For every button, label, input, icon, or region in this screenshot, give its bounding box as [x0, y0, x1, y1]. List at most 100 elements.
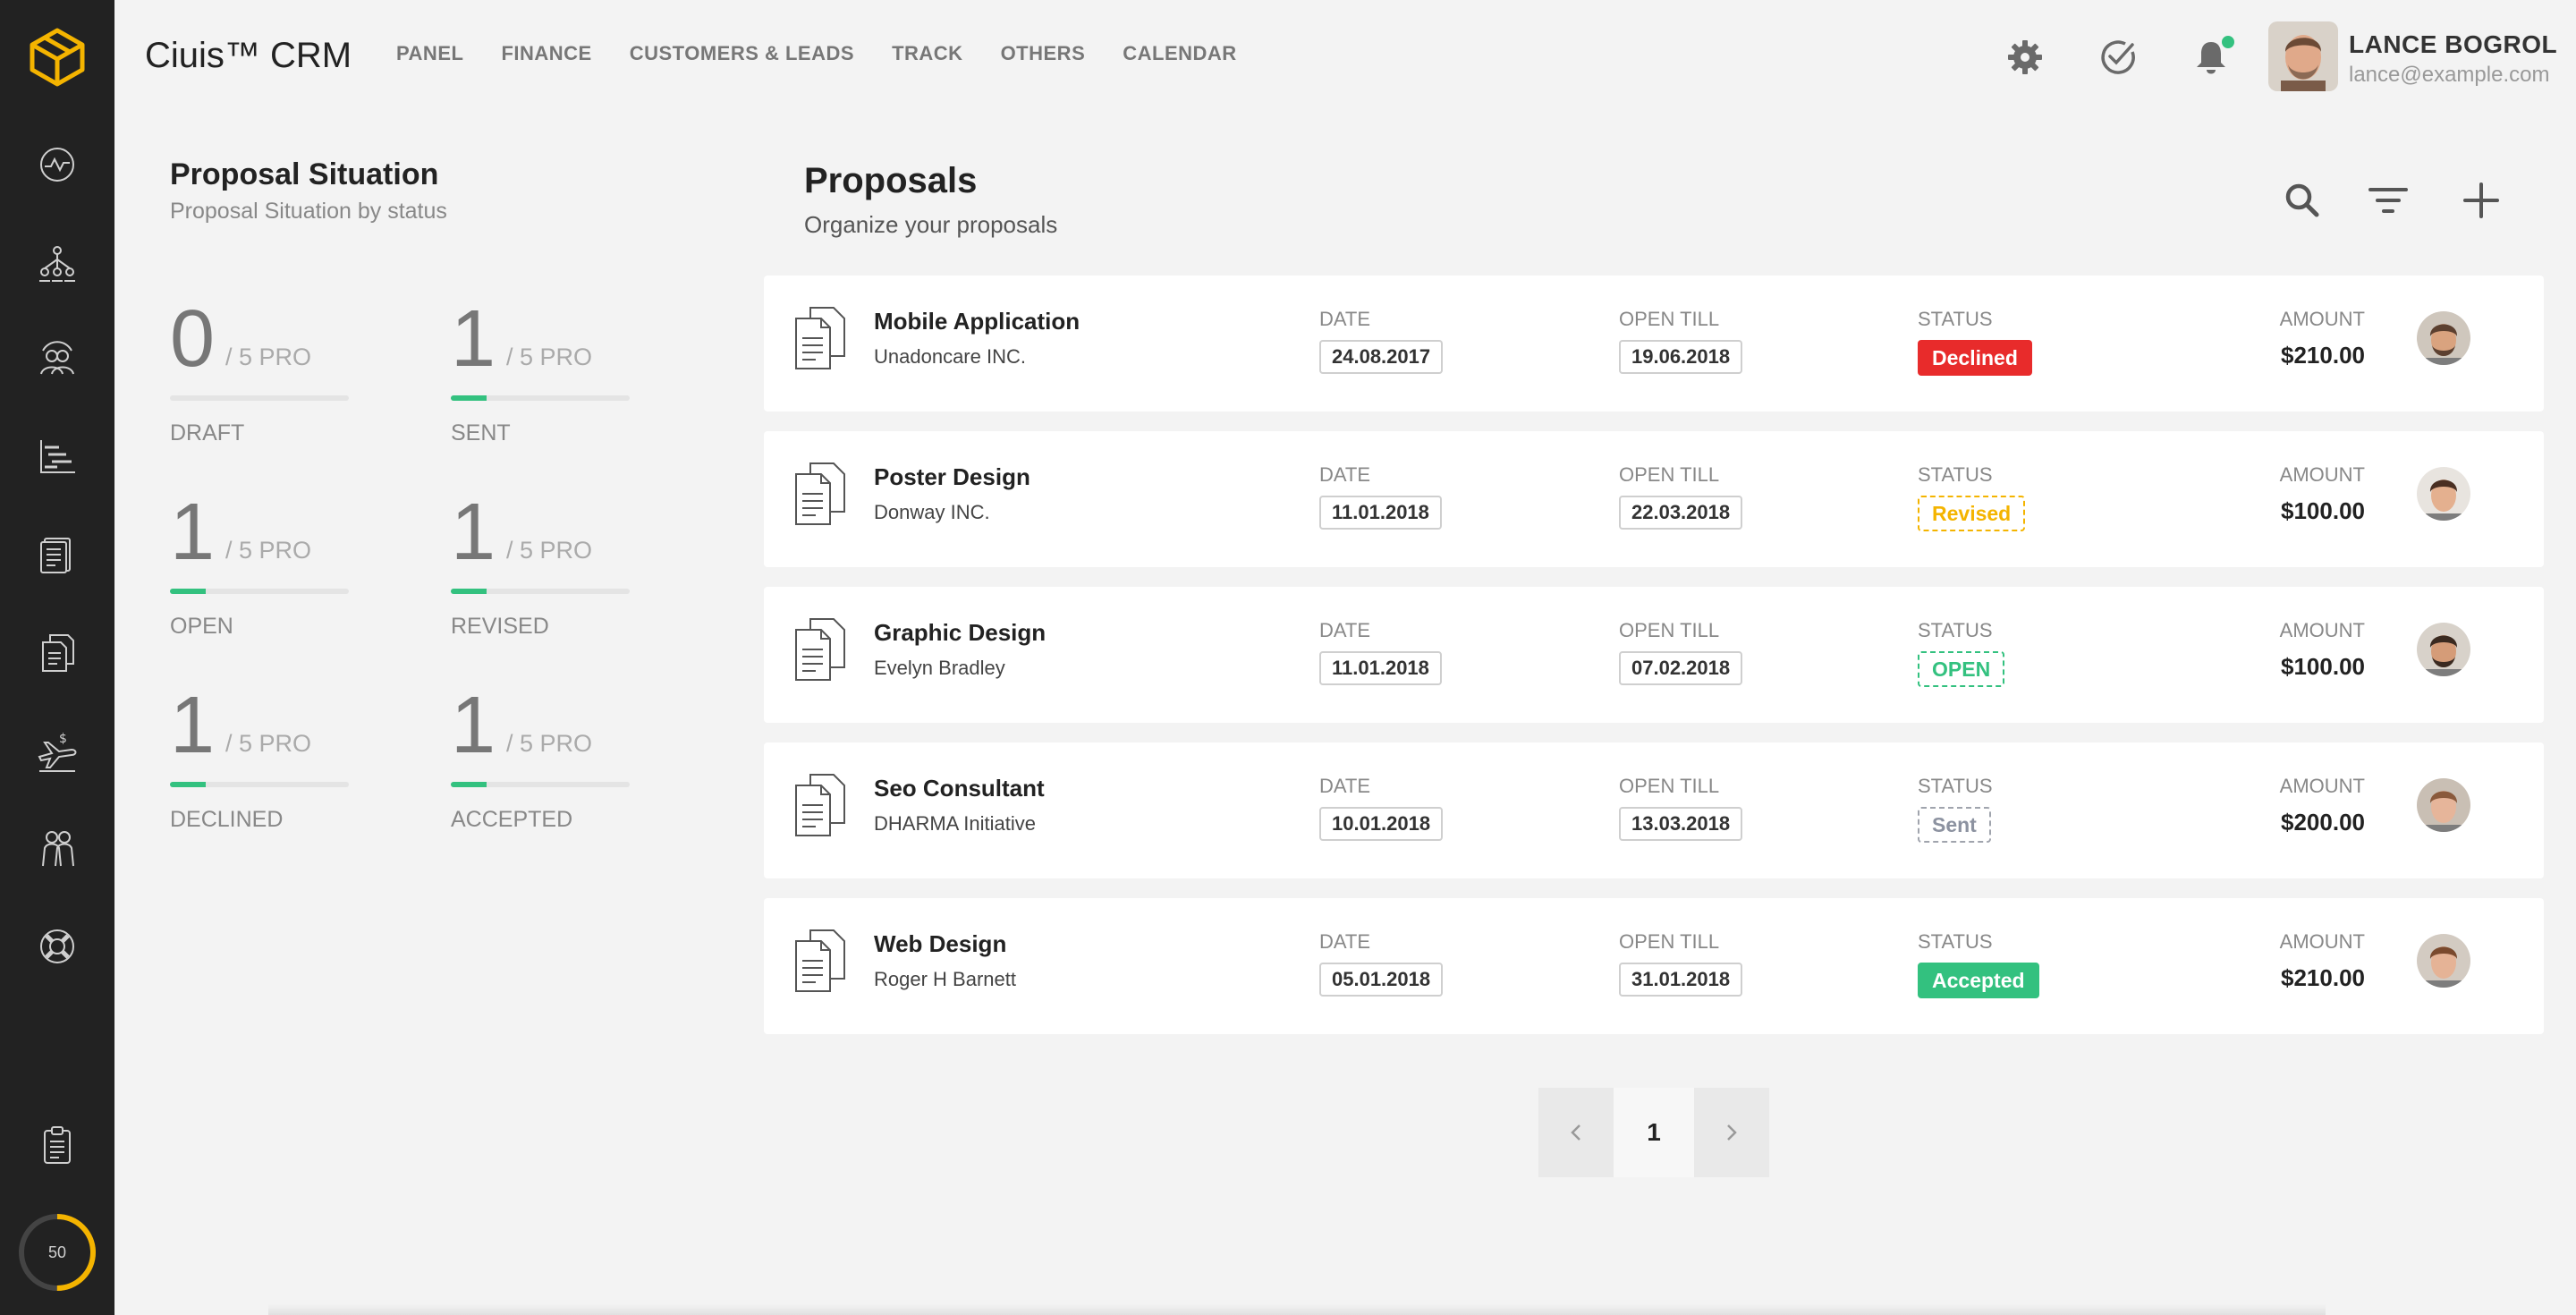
stat-sent: 1 / 5 PRO SENT [451, 299, 630, 460]
sidebar-item-expenses[interactable]: $ [29, 723, 86, 780]
status-label: STATUS [1918, 308, 1993, 330]
customers-icon [40, 341, 74, 375]
filter-button[interactable] [2363, 175, 2413, 225]
proposal-card[interactable]: Graphic Design Evelyn Bradley DATE 11.01… [764, 587, 2544, 723]
bell-icon [2197, 42, 2225, 74]
open-till-label: OPEN TILL [1619, 930, 1720, 953]
open-till-label: OPEN TILL [1619, 775, 1720, 797]
stat-progress [451, 589, 630, 594]
stat-accepted: 1 / 5 PRO ACCEPTED [451, 685, 630, 846]
stat-progress [451, 782, 630, 787]
assignee-avatar[interactable] [2417, 934, 2470, 988]
proposal-card[interactable]: Poster Design Donway INC. DATE 11.01.201… [764, 431, 2544, 567]
sidebar-item-invoices[interactable] [29, 526, 86, 583]
notifications-button[interactable] [2188, 34, 2234, 81]
sidebar: $ 50 [0, 0, 114, 1315]
app-title: Ciuis™ CRM [145, 36, 352, 75]
user-avatar[interactable] [2268, 21, 2338, 91]
settings-button[interactable] [2002, 34, 2048, 81]
nav-others[interactable]: OTHERS [1000, 42, 1086, 64]
proposal-open-till: 13.03.2018 [1619, 807, 1743, 841]
proposal-date: 05.01.2018 [1319, 963, 1444, 997]
document-icon [795, 462, 845, 525]
stat-progress [170, 782, 349, 787]
filter-icon [2368, 188, 2408, 213]
user-name: LANCE BOGROL [2349, 30, 2558, 58]
proposal-card[interactable]: Web Design Roger H Barnett DATE 05.01.20… [764, 898, 2544, 1034]
stat-progress-fill [170, 589, 206, 594]
proposal-card[interactable]: Seo Consultant DHARMA Initiative DATE 10… [764, 742, 2544, 878]
next-page-button[interactable] [1694, 1088, 1769, 1177]
sidebar-item-organization[interactable] [29, 234, 86, 292]
status-badge: OPEN [1918, 651, 2005, 687]
main-nav: PANEL FINANCE CUSTOMERS & LEADS TRACK OT… [396, 42, 1237, 65]
notification-dot [2218, 32, 2238, 52]
proposal-amount: $100.00 [2281, 653, 2365, 680]
proposal-amount: $210.00 [2281, 342, 2365, 369]
sidebar-item-customers[interactable] [29, 331, 86, 388]
proposal-client: Unadoncare INC. [874, 345, 1026, 368]
nav-panel[interactable]: PANEL [396, 42, 464, 64]
nav-calendar[interactable]: CALENDAR [1123, 42, 1237, 64]
add-proposal-button[interactable] [2456, 175, 2506, 225]
stat-declined: 1 / 5 PRO DECLINED [170, 685, 349, 846]
proposal-title[interactable]: Seo Consultant [874, 775, 1045, 802]
sidebar-item-proposals[interactable] [29, 624, 86, 682]
stat-count: 1 [451, 681, 496, 770]
status-label: STATUS [1918, 930, 1993, 953]
nav-track[interactable]: TRACK [892, 42, 963, 64]
assignee-avatar-image [2417, 934, 2470, 988]
stat-label: ACCEPTED [451, 807, 573, 832]
nav-customers-leads[interactable]: CUSTOMERS & LEADS [629, 42, 855, 64]
situation-title: Proposal Situation [170, 157, 439, 191]
stat-open: 1 / 5 PRO OPEN [170, 492, 349, 653]
assignee-avatar[interactable] [2417, 311, 2470, 365]
sidebar-item-clipboard[interactable] [29, 1116, 86, 1174]
user-avatar-image [2268, 21, 2338, 91]
progress-gauge [19, 1214, 96, 1291]
check-circle-icon [2101, 40, 2135, 74]
sidebar-item-tasks[interactable] [29, 428, 86, 485]
gear-icon [2008, 40, 2042, 74]
assignee-avatar[interactable] [2417, 467, 2470, 521]
proposals-title: Proposals [804, 161, 978, 200]
page-current[interactable]: 1 [1614, 1088, 1694, 1177]
nav-finance[interactable]: FINANCE [501, 42, 592, 64]
tasks-check-button[interactable] [2095, 34, 2141, 81]
assignee-avatar[interactable] [2417, 778, 2470, 832]
svg-text:$: $ [59, 732, 67, 746]
proposal-date: 10.01.2018 [1319, 807, 1444, 841]
proposal-open-till: 19.06.2018 [1619, 340, 1743, 374]
proposal-title[interactable]: Poster Design [874, 463, 1030, 490]
ciuis-logo-icon[interactable] [25, 25, 89, 89]
sidebar-item-support[interactable] [29, 918, 86, 975]
sidebar-item-dashboard[interactable] [29, 136, 86, 193]
status-badge: Revised [1918, 496, 2026, 531]
proposal-date: 11.01.2018 [1319, 496, 1442, 530]
stat-label: OPEN [170, 614, 233, 639]
proposal-title[interactable]: Mobile Application [874, 308, 1080, 335]
tasks-icon [40, 440, 75, 473]
assignee-avatar[interactable] [2417, 623, 2470, 676]
document-icon [795, 618, 845, 681]
stat-count: 1 [451, 488, 496, 577]
stat-progress-fill [451, 395, 487, 401]
status-badge: Declined [1918, 340, 2032, 376]
proposals-icon [42, 634, 74, 672]
stat-progress-fill [451, 589, 487, 594]
proposal-title[interactable]: Graphic Design [874, 619, 1046, 646]
plus-icon [2463, 182, 2499, 218]
date-label: DATE [1319, 775, 1371, 797]
stat-progress [170, 589, 349, 594]
date-label: DATE [1319, 619, 1371, 641]
amount-label: AMOUNT [2279, 308, 2365, 330]
stat-progress-fill [451, 782, 487, 787]
stat-label: DECLINED [170, 807, 284, 832]
proposal-title[interactable]: Web Design [874, 930, 1007, 957]
proposal-card[interactable]: Mobile Application Unadoncare INC. DATE … [764, 276, 2544, 411]
prev-page-button[interactable] [1538, 1088, 1614, 1177]
sidebar-item-staff[interactable] [29, 819, 86, 877]
proposal-open-till: 31.01.2018 [1619, 963, 1743, 997]
search-button[interactable] [2277, 175, 2327, 225]
footer-shadow [268, 1304, 2326, 1315]
